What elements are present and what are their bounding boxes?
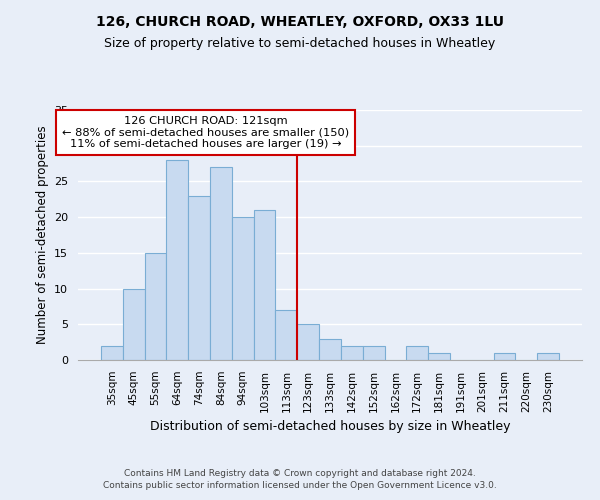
Bar bbox=[188, 196, 210, 360]
Bar bbox=[363, 346, 385, 360]
Bar bbox=[319, 338, 341, 360]
Bar bbox=[406, 346, 428, 360]
X-axis label: Distribution of semi-detached houses by size in Wheatley: Distribution of semi-detached houses by … bbox=[150, 420, 510, 433]
Text: 126, CHURCH ROAD, WHEATLEY, OXFORD, OX33 1LU: 126, CHURCH ROAD, WHEATLEY, OXFORD, OX33… bbox=[96, 15, 504, 29]
Bar bbox=[232, 217, 254, 360]
Bar bbox=[428, 353, 450, 360]
Bar bbox=[537, 353, 559, 360]
Bar bbox=[101, 346, 123, 360]
Text: 126 CHURCH ROAD: 121sqm
← 88% of semi-detached houses are smaller (150)
11% of s: 126 CHURCH ROAD: 121sqm ← 88% of semi-de… bbox=[62, 116, 349, 149]
Bar bbox=[494, 353, 515, 360]
Text: Contains HM Land Registry data © Crown copyright and database right 2024.: Contains HM Land Registry data © Crown c… bbox=[124, 468, 476, 477]
Bar bbox=[254, 210, 275, 360]
Bar bbox=[166, 160, 188, 360]
Bar bbox=[297, 324, 319, 360]
Text: Contains public sector information licensed under the Open Government Licence v3: Contains public sector information licen… bbox=[103, 481, 497, 490]
Text: Size of property relative to semi-detached houses in Wheatley: Size of property relative to semi-detach… bbox=[104, 38, 496, 51]
Bar bbox=[145, 253, 166, 360]
Bar bbox=[275, 310, 297, 360]
Y-axis label: Number of semi-detached properties: Number of semi-detached properties bbox=[35, 126, 49, 344]
Bar bbox=[210, 167, 232, 360]
Bar bbox=[341, 346, 363, 360]
Bar bbox=[123, 288, 145, 360]
